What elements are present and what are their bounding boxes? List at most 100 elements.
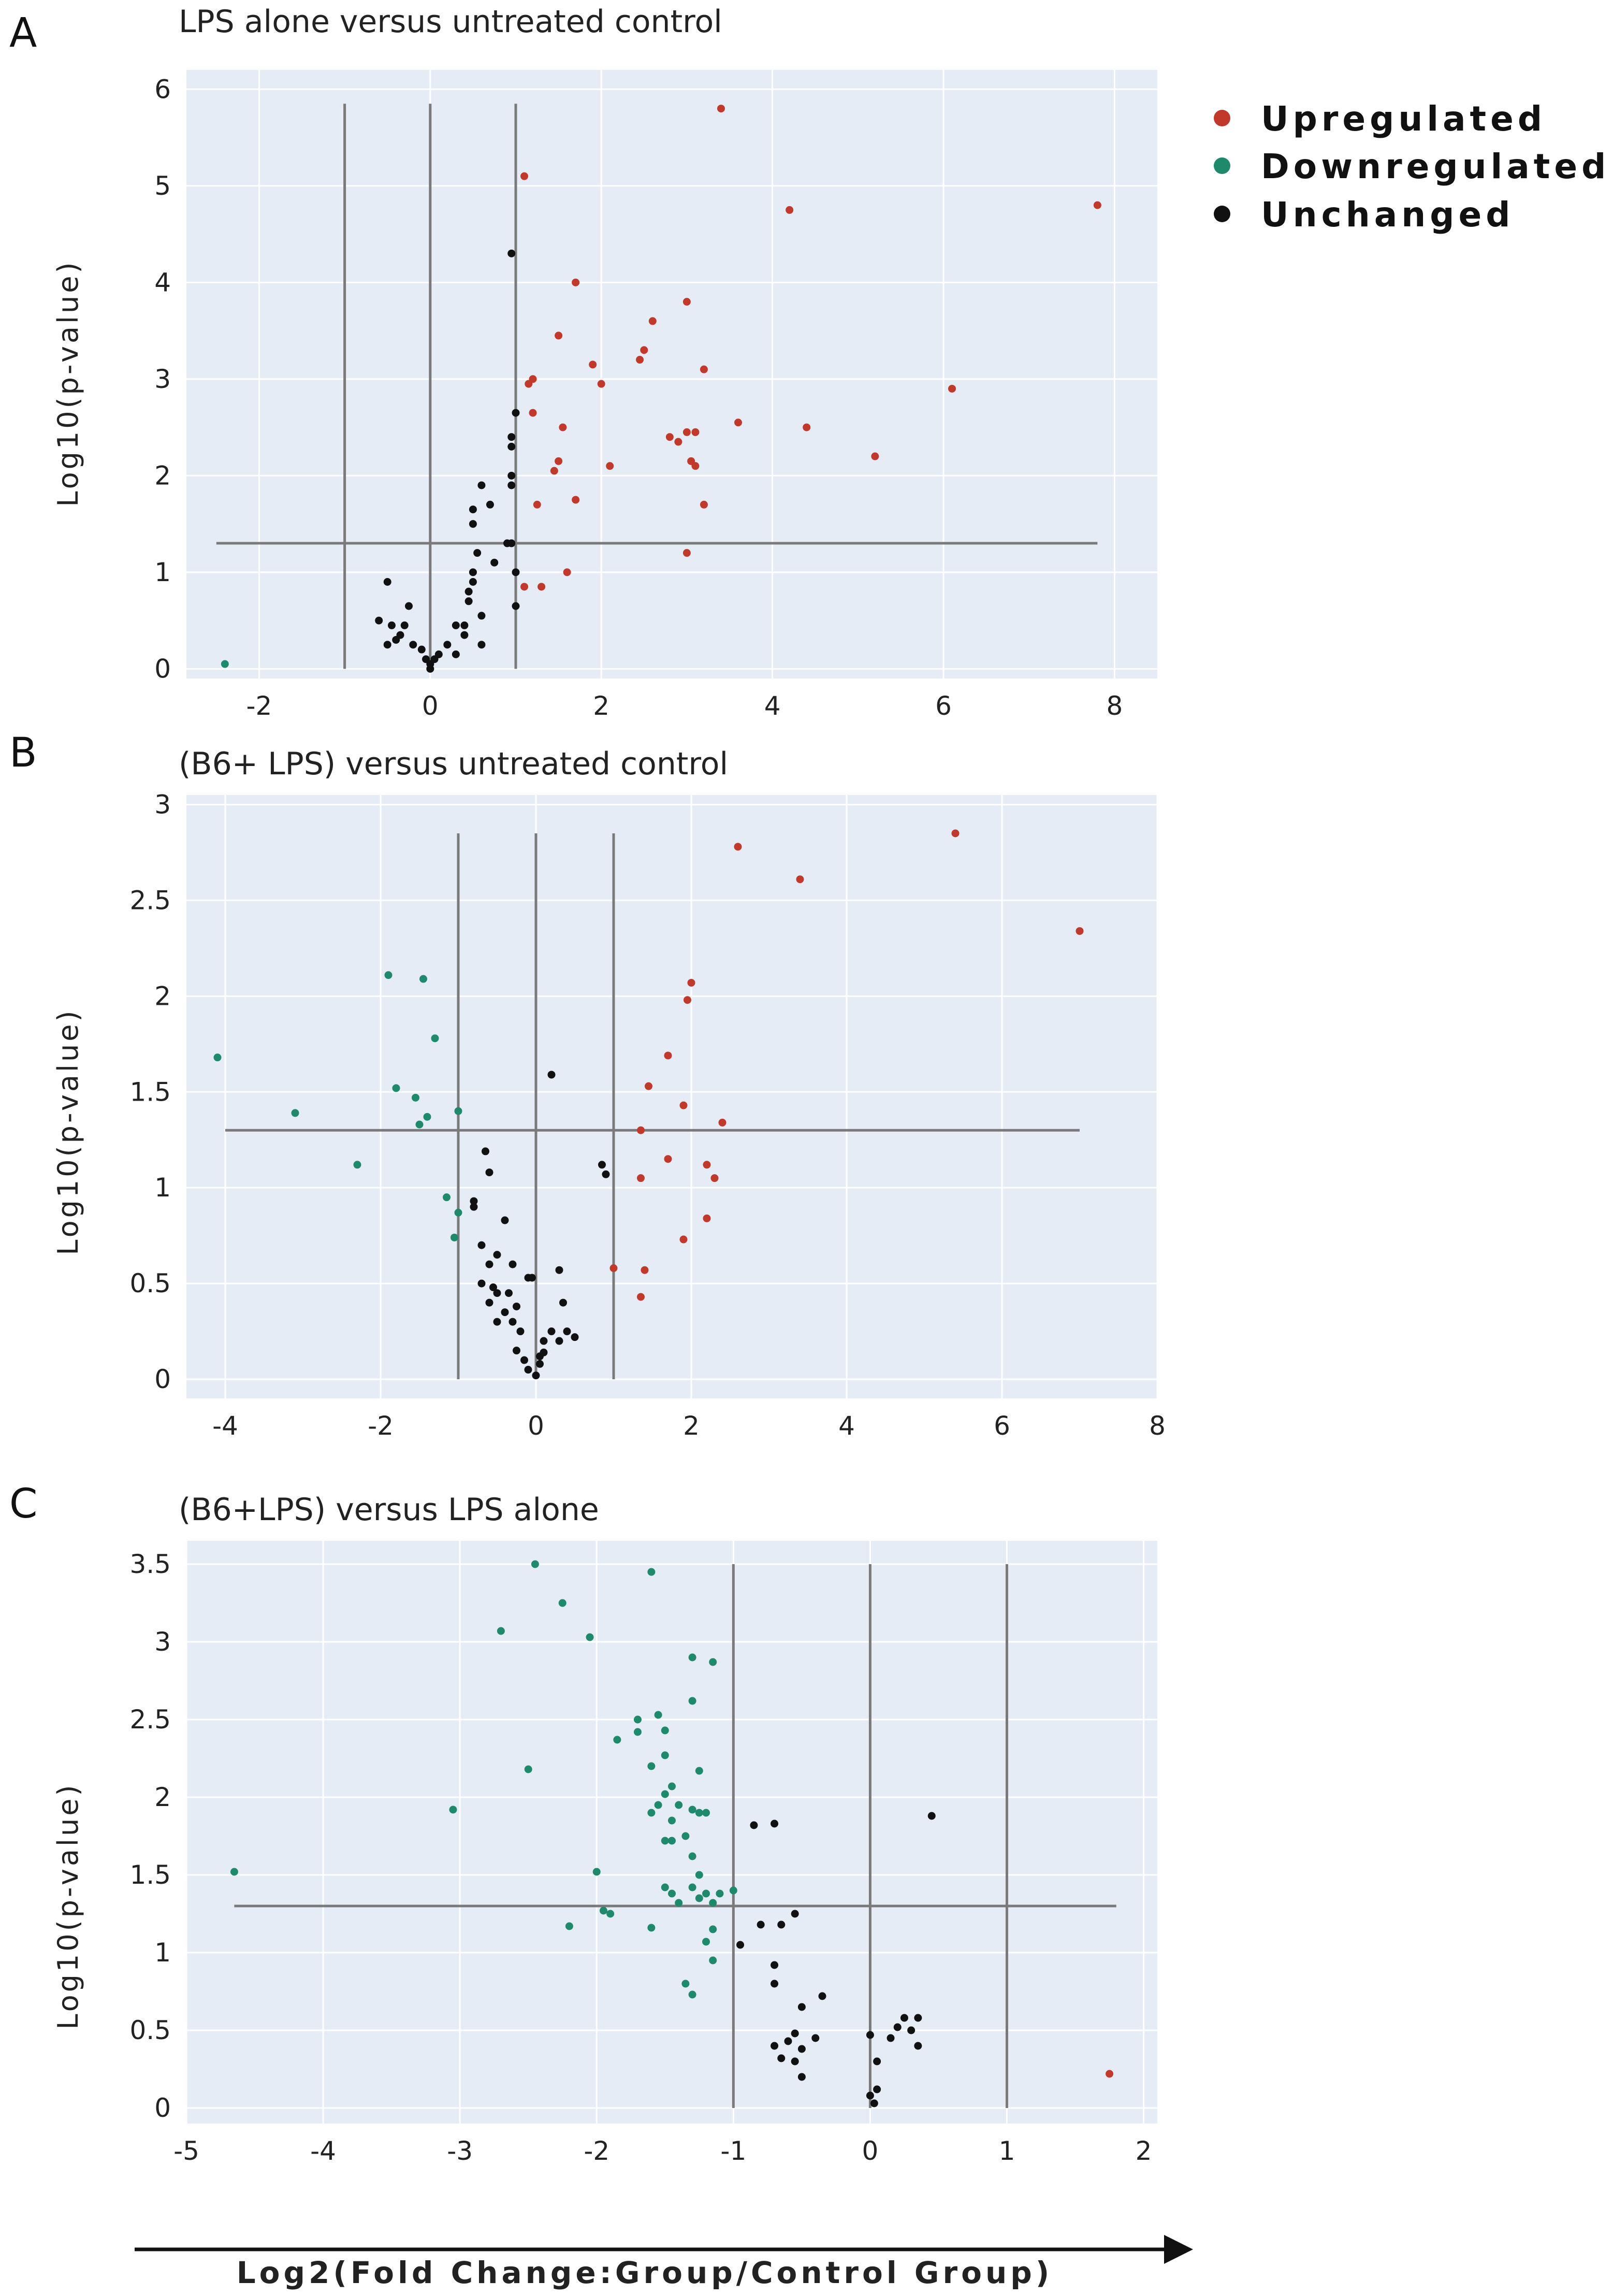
- panel-c-x-tick-label: 2: [1136, 2136, 1152, 2166]
- panel-b-point-upregulated: [664, 1051, 672, 1060]
- panel-a-point-unchanged: [417, 645, 426, 654]
- panel-b-point-downregulated: [291, 1109, 299, 1117]
- panel-b-point-downregulated: [454, 1107, 462, 1115]
- panel-c-point-downregulated: [613, 1736, 621, 1744]
- panel-c-y-tick-label: 3: [154, 1627, 171, 1657]
- panel-a-point-upregulated: [533, 500, 541, 509]
- panel-c-point-unchanged: [784, 2037, 792, 2045]
- panel-a-point-upregulated: [717, 105, 725, 113]
- panel-c-point-downregulated: [681, 1832, 690, 1840]
- panel-a-y-tick-label: 5: [154, 171, 171, 201]
- panel-b-point-unchanged: [489, 1283, 497, 1291]
- panel-c-point-downregulated: [633, 1715, 642, 1724]
- panel-c-plot-area: [186, 1541, 1157, 2124]
- legend-label-downregulated: Downregulated: [1261, 147, 1610, 186]
- panel-c-point-downregulated: [586, 1633, 594, 1641]
- panel-c-point-downregulated: [647, 1924, 656, 1932]
- panel-c-point-unchanged: [870, 2099, 878, 2107]
- panel-a-point-upregulated: [529, 409, 537, 417]
- panel-c-point-unchanged: [893, 2023, 902, 2031]
- panel-a-point-upregulated: [563, 568, 571, 576]
- panel-c-y-axis-label: Log10(p-value): [52, 1782, 84, 2029]
- panel-c-point-downregulated: [592, 1868, 601, 1876]
- panel-b-point-unchanged: [470, 1203, 478, 1211]
- panel-c-point-unchanged: [797, 2073, 806, 2081]
- panel-c-point-downregulated: [668, 1782, 676, 1790]
- panel-c-point-downregulated: [702, 1809, 710, 1817]
- panel-a-point-unchanged: [469, 577, 477, 586]
- panel-c-point-downregulated: [688, 1990, 696, 1999]
- panel-c-point-downregulated: [681, 1980, 690, 1988]
- panel-b-point-unchanged: [493, 1289, 501, 1297]
- panel-c-x-tick-label: -4: [310, 2136, 336, 2166]
- panel-c-y-tick-label: 3.5: [129, 1549, 171, 1579]
- panel-a-point-unchanged: [452, 650, 460, 658]
- panel-a-letter: A: [9, 10, 37, 56]
- legend-marker-unchanged: [1214, 206, 1230, 222]
- panel-c-point-downregulated: [230, 1868, 238, 1876]
- panel-a-point-unchanged: [507, 249, 516, 257]
- panel-b-point-unchanged: [602, 1170, 610, 1178]
- panel-c-point-downregulated: [661, 1837, 669, 1845]
- panel-c-point-downregulated: [668, 1837, 676, 1845]
- panel-c-point-unchanged: [777, 1920, 786, 1929]
- panel-c-point-unchanged: [900, 2014, 908, 2022]
- panel-a-y-tick-label: 1: [154, 557, 171, 587]
- panel-a-point-upregulated: [871, 452, 879, 460]
- panel-b-point-downregulated: [213, 1053, 222, 1062]
- panel-a-point-upregulated: [520, 583, 529, 591]
- legend-label-upregulated: Upregulated: [1261, 99, 1546, 139]
- panel-b-point-unchanged: [571, 1333, 579, 1341]
- panel-a-point-unchanged: [507, 442, 516, 451]
- panel-b-point-unchanged: [485, 1260, 493, 1268]
- panel-b-point-downregulated: [431, 1034, 439, 1043]
- panel-a-point-upregulated: [559, 423, 567, 431]
- panel-a-point-unchanged: [512, 602, 520, 610]
- panel-b-point-upregulated: [637, 1174, 645, 1182]
- panel-c-point-downregulated: [729, 1886, 737, 1895]
- panel-b-point-unchanged: [520, 1356, 528, 1364]
- panel-c-point-downregulated: [688, 1653, 696, 1662]
- panel-c-x-tick-label: -1: [720, 2136, 746, 2166]
- panel-a-point-upregulated: [700, 500, 708, 509]
- panel-c-y-tick-label: 1.5: [129, 1860, 171, 1890]
- panel-a-point-unchanged: [422, 655, 430, 663]
- panel-a-point-upregulated: [648, 317, 657, 325]
- panel-b-point-downregulated: [419, 975, 427, 983]
- panel-a-x-tick-label: 8: [1106, 691, 1123, 721]
- panel-b-point-unchanged: [598, 1161, 606, 1169]
- panel-c-x-tick-label: 1: [999, 2136, 1015, 2166]
- panel-c-y-tick-label: 0.5: [129, 2015, 171, 2045]
- panel-b-point-unchanged: [493, 1318, 501, 1326]
- panel-c-point-unchanged: [811, 2034, 820, 2042]
- panel-c-point-unchanged: [771, 2042, 779, 2050]
- panel-c-point-unchanged: [791, 2029, 799, 2038]
- panel-b-y-tick-label: 0.5: [129, 1268, 171, 1298]
- panel-b-point-downregulated: [384, 971, 393, 979]
- panel-a-point-downregulated: [221, 660, 229, 668]
- panel-b-point-downregulated: [454, 1208, 462, 1217]
- panel-a-y-axis-label: Log10(p-value): [52, 259, 84, 507]
- panel-c-x-tick-label: 0: [862, 2136, 879, 2166]
- panel-b-x-tick-label: 0: [528, 1411, 544, 1441]
- panel-c-point-downregulated: [606, 1910, 615, 1918]
- panel-a-point-upregulated: [674, 438, 682, 446]
- panel-a-point-unchanged: [409, 641, 417, 649]
- panel-c-x-tick-label: -3: [447, 2136, 473, 2166]
- panel-c: C (B6+LPS) versus LPS alone Log10(p-valu…: [9, 1481, 1157, 2166]
- panel-a-point-upregulated: [682, 549, 691, 557]
- panel-b-title: (B6+ LPS) versus untreated control: [179, 746, 728, 782]
- panel-b-point-downregulated: [423, 1113, 431, 1121]
- panel-c-x-tick-label: -5: [173, 2136, 199, 2166]
- panel-b-point-upregulated: [609, 1264, 618, 1273]
- panel-a-point-unchanged: [477, 641, 486, 649]
- panel-a-point-unchanged: [512, 568, 520, 576]
- panel-a-point-unchanged: [477, 481, 486, 489]
- panel-c-point-downregulated: [531, 1560, 539, 1568]
- panel-b-point-downregulated: [392, 1084, 400, 1092]
- panel-b-y-tick-label: 0: [154, 1364, 171, 1394]
- panel-b-point-upregulated: [684, 996, 691, 1004]
- panel-b-point-unchanged: [505, 1289, 513, 1297]
- legend-marker-downregulated: [1214, 157, 1230, 174]
- panel-b-x-tick-label: -2: [368, 1411, 394, 1441]
